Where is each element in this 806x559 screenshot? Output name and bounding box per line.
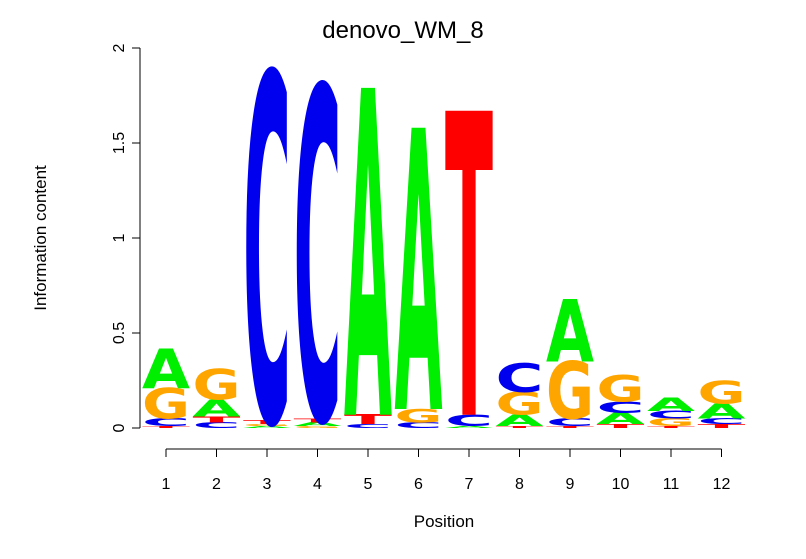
logo-stack-5: CTA (344, 0, 393, 521)
logo-letter-C: C (344, 423, 392, 429)
x-tick-label: 7 (465, 476, 474, 493)
logo-letter-A: A (344, 0, 392, 521)
y-tick-label: 1 (111, 233, 128, 242)
logo-letter-A: A (293, 421, 341, 427)
y-tick-label: 1.5 (111, 132, 128, 154)
logo-letter-A: A (597, 410, 645, 428)
logo-letter-C: C (445, 412, 493, 430)
x-tick-label: 12 (713, 476, 731, 493)
logo-letter-T: T (698, 423, 746, 429)
x-tick-label: 2 (212, 476, 221, 493)
x-axis: 1 2 3 4 5 6 7 8 9 10 11 12 (162, 448, 731, 493)
x-tick-label: 11 (663, 476, 680, 493)
x-tick-label: 6 (414, 476, 423, 493)
logo-letter-A: A (698, 399, 746, 423)
logo-letter-T: T (546, 426, 594, 429)
x-tick-label: 5 (364, 476, 373, 493)
logo-letter-C: C (647, 409, 695, 421)
x-tick-label: 4 (313, 476, 322, 493)
logo-letter-G: G (142, 380, 190, 428)
logo-letter-T: T (445, 27, 493, 514)
logo-letter-C: C (596, 399, 644, 417)
y-axis-label: Information content (31, 165, 50, 311)
logo-letter-C: C (698, 417, 746, 426)
logo-letter-T: T (294, 417, 342, 423)
logo-letter-T: T (193, 415, 241, 424)
logo-letter-C: C (142, 417, 190, 429)
logo-letter-T: T (243, 419, 291, 425)
logo-letter-G: G (243, 424, 291, 427)
logo-letter-T: T (496, 426, 544, 429)
y-tick-label: 0 (111, 423, 128, 432)
x-tick-label: 8 (515, 476, 524, 493)
logo-letter-A: A (647, 394, 696, 415)
logo-letter-C: C (294, 0, 342, 526)
x-tick-label: 3 (263, 476, 272, 493)
logo-letter-G: G (193, 361, 241, 409)
logo-letter-C: C (193, 421, 241, 430)
logo-letter-A: A (243, 426, 291, 429)
logo-letter-C: C (546, 417, 594, 429)
logo-stack-7: ACT (445, 27, 493, 514)
logo-letter-G: G (294, 426, 342, 429)
logo-letter-G: G (395, 406, 443, 427)
logo-letter-A: A (395, 53, 443, 501)
y-tick-label: 0.5 (111, 322, 128, 344)
logo-letter-T: T (597, 423, 645, 429)
logo-letter-G: G (698, 375, 746, 412)
x-tick-label: 1 (162, 476, 171, 493)
logo-letter-G: G (647, 416, 695, 428)
x-tick-label: 9 (566, 476, 575, 493)
logo-letter-C: C (243, 0, 291, 534)
logo-letter-T: T (344, 412, 393, 427)
logo-letter-C: C (395, 421, 443, 430)
y-tick-label: 2 (111, 43, 128, 52)
logo-letter-A: A (496, 412, 544, 430)
chart-title: denovo_WM_8 (322, 17, 483, 44)
logo-letter-G: G (546, 347, 594, 438)
logo-letter-A: A (445, 426, 493, 429)
logo-letter-T: T (142, 426, 190, 429)
logo-letter-T: T (647, 426, 695, 429)
x-axis-label: Position (414, 512, 474, 531)
logo-stack-6: CGA (395, 53, 443, 501)
x-tick-label: 10 (612, 476, 630, 493)
logo-letter-A: A (142, 338, 190, 402)
logo-letter-A: A (546, 281, 594, 382)
logo-letter-G: G (496, 386, 544, 423)
y-axis: 0 0.5 1 1.5 2 (111, 43, 141, 432)
logo-letter-G: G (597, 368, 645, 410)
logo-letter-C: C (496, 356, 544, 402)
logo-letter-A: A (193, 395, 242, 423)
